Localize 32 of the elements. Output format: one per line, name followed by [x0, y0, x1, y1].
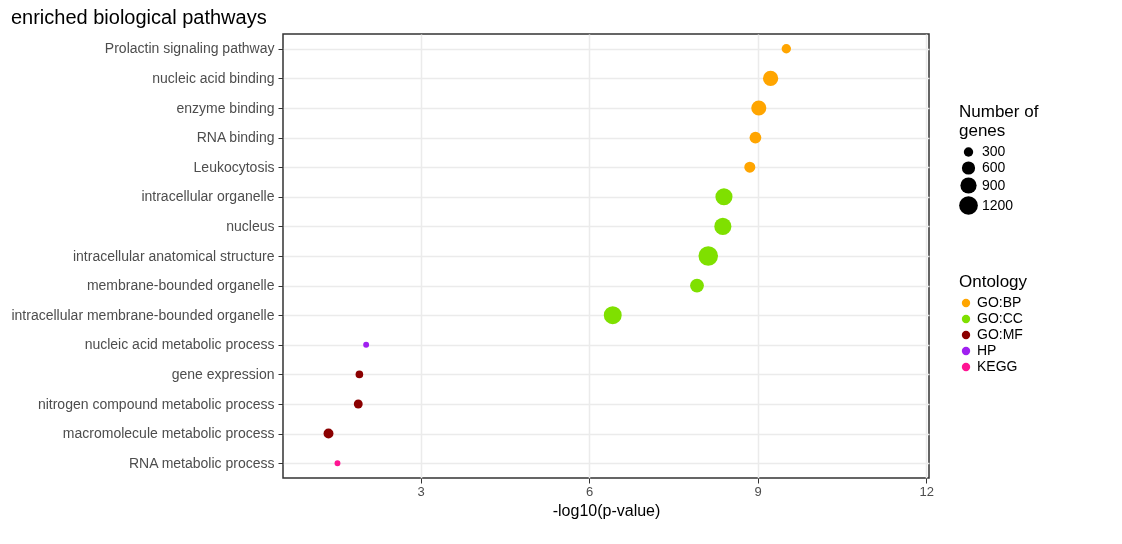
y-tick-label: Prolactin signaling pathway	[104, 40, 275, 57]
legend-label: GO:MF	[977, 326, 1023, 342]
y-tick-label: membrane-bounded organelle	[86, 277, 275, 294]
x-tick-label: 3	[417, 483, 425, 499]
y-tick-label: RNA metabolic process	[128, 454, 275, 471]
y-tick-label: intracellular organelle	[141, 188, 275, 205]
x-tick-label: 6	[586, 483, 594, 499]
y-tick-label: gene expression	[171, 365, 275, 382]
x-tick-label: 9	[754, 483, 762, 499]
legend-label: GO:CC	[977, 310, 1023, 326]
y-tick-label: intracellular membrane-bounded organelle	[11, 306, 275, 323]
y-tick-label: nucleic acid metabolic process	[84, 336, 275, 353]
chart-title: enriched biological pathways	[10, 6, 267, 28]
y-tick-label: nitrogen compound metabolic process	[37, 395, 275, 412]
text: Number of genes	[959, 102, 1039, 140]
text: Ontology	[959, 272, 1028, 291]
y-tick-label: Leukocytosis	[193, 158, 275, 175]
legend-label: KEGG	[977, 358, 1018, 374]
legend-label: HP	[977, 342, 997, 358]
legend-label: 600	[982, 159, 1006, 175]
y-tick-label: macromolecule metabolic process	[62, 425, 275, 442]
legend-label: GO:BP	[977, 294, 1022, 310]
x-tick-label: 12	[919, 483, 934, 499]
legend-label: 1200	[982, 196, 1014, 213]
y-tick-label: enzyme binding	[176, 99, 275, 116]
y-tick-label: RNA binding	[196, 129, 275, 146]
y-tick-label: nucleic acid binding	[152, 69, 275, 86]
legend-label: 900	[982, 176, 1006, 193]
legend-label: 300	[982, 143, 1006, 159]
y-tick-label: intracellular anatomical structure	[72, 247, 275, 264]
y-tick-label: nucleus	[226, 217, 275, 234]
x-axis-title: -log10(p-value)	[552, 501, 661, 519]
